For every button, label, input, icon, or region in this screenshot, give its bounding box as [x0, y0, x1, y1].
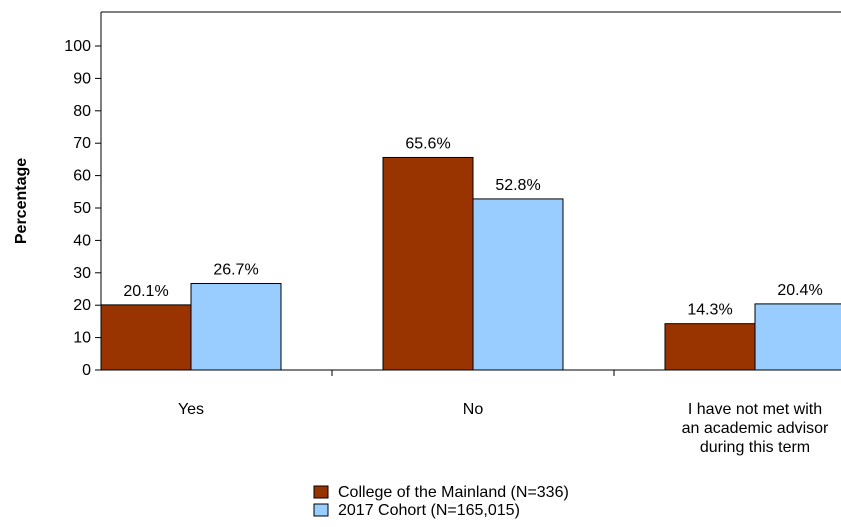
y-tick-label: 30	[73, 265, 91, 282]
plot-area: 20.1% 26.7% Yes 65.6% 52.8% No 14.3% 20.4% I hav…	[13, 11, 841, 456]
legend: College of the Mainland (N=336)2017 Coho…	[313, 484, 569, 519]
legend-swatch-cohort	[313, 503, 329, 517]
y-tick-label: 40	[73, 232, 91, 249]
y-tick-label: 80	[73, 103, 91, 120]
category-label: No	[463, 401, 484, 418]
data-label: 65.6%	[405, 135, 450, 152]
bar-college-2	[664, 323, 756, 371]
data-label: 20.1%	[123, 283, 168, 300]
y-tick-label: 100	[64, 38, 91, 55]
y-tick-label: 50	[73, 200, 91, 217]
category-label: an academic advisor	[682, 420, 829, 437]
y-tick-label: 90	[73, 70, 91, 87]
legend-label: 2017 Cohort (N=165,015)	[338, 502, 520, 519]
legend-swatch-college	[313, 485, 329, 499]
data-label: 26.7%	[213, 261, 258, 278]
category-label: I have not met with	[688, 401, 822, 418]
bar-college-0	[100, 304, 192, 371]
category-label: during this term	[700, 439, 810, 456]
legend-label: College of the Mainland (N=336)	[338, 484, 569, 501]
data-label: 52.8%	[495, 177, 540, 194]
data-label: 20.4%	[777, 282, 822, 299]
category-label: Yes	[178, 401, 204, 418]
bar-cohort-2	[754, 303, 841, 371]
y-tick-label: 0	[82, 362, 91, 379]
y-axis-title: Percentage	[13, 158, 30, 244]
bar-cohort-1	[472, 198, 564, 371]
data-label: 14.3%	[687, 302, 732, 319]
y-tick-label: 10	[73, 330, 91, 347]
bar-college-1	[382, 156, 474, 371]
y-tick-label: 20	[73, 297, 91, 314]
y-tick-label: 70	[73, 135, 91, 152]
y-tick-label: 60	[73, 168, 91, 185]
bar-cohort-0	[190, 282, 282, 371]
